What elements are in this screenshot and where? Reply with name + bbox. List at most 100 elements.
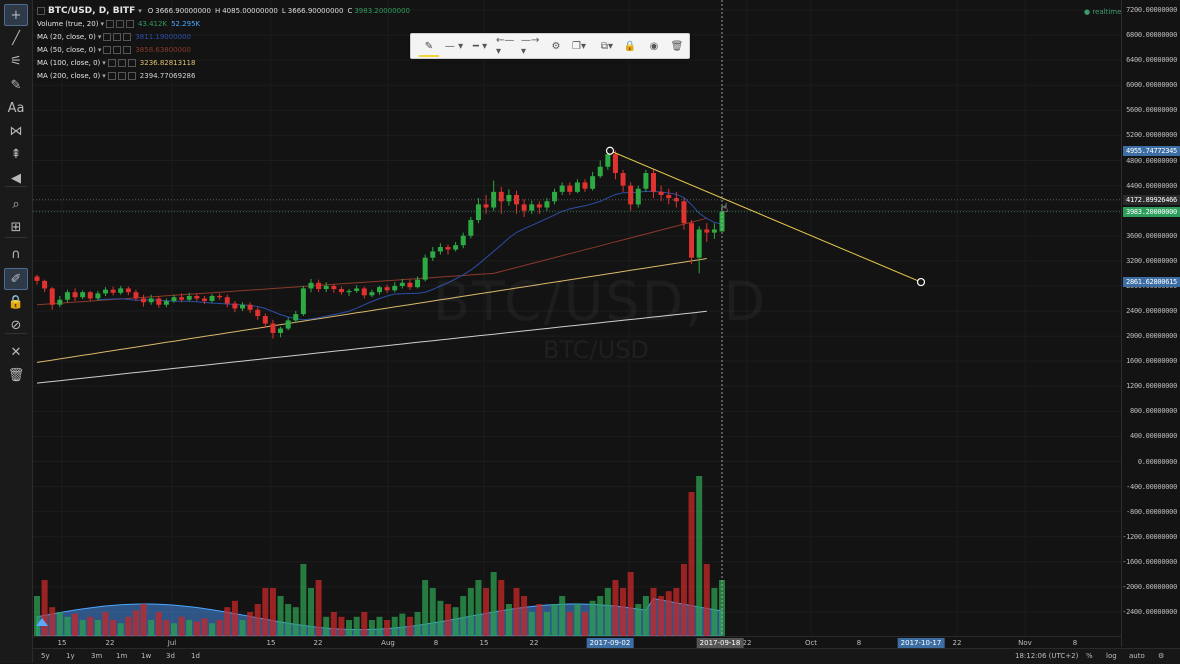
candle-body (430, 251, 436, 258)
sidebar-divider (5, 333, 27, 334)
crosshair-icon[interactable]: + (4, 4, 28, 26)
remove-icon[interactable] (123, 33, 132, 41)
settings-icon[interactable] (113, 33, 122, 41)
prediction-icon[interactable]: ⇞ (10, 146, 22, 162)
legend-indicator-row[interactable]: MA (50, close, 0) ▾ 3858.63800000 (37, 44, 191, 56)
visibility-toggle-icon[interactable] (103, 46, 112, 54)
candle-body (49, 288, 55, 305)
brush-icon[interactable]: ✎ (10, 77, 22, 93)
volume-bar (543, 612, 550, 636)
time-axis[interactable]: 1522Jul1522Aug815228122Oct822Nov82017-09… (33, 636, 1121, 649)
settings-icon[interactable] (117, 72, 126, 80)
left-end-icon[interactable]: ←— ▾ (496, 35, 515, 57)
legend-indicator-row[interactable]: Volume (true, 20) ▾ 43.412K 52.295K (37, 18, 200, 30)
candle-body (483, 204, 489, 208)
price-tick: 4800.00000000 (1126, 156, 1177, 165)
timeframe-button[interactable]: 3d (166, 652, 175, 660)
time-tick: 8 (433, 639, 439, 647)
volume-bar (300, 564, 307, 636)
hide-icon[interactable]: ⊘ (10, 317, 22, 333)
chevron-down-icon[interactable]: ▾ (138, 7, 142, 15)
timeframe-button[interactable]: 1d (191, 652, 200, 660)
settings-icon[interactable] (115, 20, 124, 28)
indicator-value: 3236.82813118 (139, 59, 196, 67)
candle-body (612, 154, 618, 174)
visibility-toggle-icon[interactable] (107, 72, 116, 80)
candle-body (156, 298, 162, 305)
timeframe-button[interactable]: 1w (141, 652, 152, 660)
volume-bar (604, 588, 611, 636)
price-axis[interactable]: 7200.00000000 6800.00000000 6400.00000000 6… (1121, 0, 1180, 647)
visibility-toggle-icon[interactable] (105, 20, 114, 28)
volume-ma-area (36, 598, 723, 637)
collapse-legend-icon[interactable] (37, 7, 45, 15)
chart-settings-icon[interactable]: ⚙ (1158, 652, 1165, 660)
trend-line-icon[interactable]: ╱ (12, 30, 20, 46)
settings-icon[interactable]: ⚙ (551, 40, 561, 52)
timeframe-button[interactable]: 1y (66, 652, 75, 660)
candle-body (209, 295, 215, 301)
volume-bar (247, 612, 254, 636)
volume-bar (475, 580, 482, 636)
lock-icon[interactable]: 🔒 (7, 294, 25, 310)
candle-body (552, 191, 558, 202)
chevron-down-icon[interactable]: ▾ (100, 20, 104, 28)
timeframe-button[interactable]: 1m (116, 652, 128, 660)
price-tick: 800.00000000 (1130, 407, 1177, 416)
zoom-icon[interactable]: ⌕ (12, 196, 20, 212)
bottom-bar: 5y 1y 3m 1m 1w 3d 1d 18:12:06 (UTC+2) % log auto… (33, 648, 1180, 664)
ohlc-open-label: O (147, 7, 154, 15)
measure-icon[interactable]: ⊞ (10, 219, 22, 235)
chart-canvas[interactable]: ☝ (33, 0, 1121, 647)
chevron-down-icon[interactable]: ▾ (97, 46, 102, 54)
stay-drawing-icon[interactable]: ✐ (4, 268, 28, 290)
indicator-name: MA (200, close, 0) (37, 72, 101, 80)
magnet-icon[interactable]: ∩ (11, 246, 21, 262)
candle-body (643, 173, 649, 189)
candle-body (300, 288, 306, 315)
scale-option-auto[interactable]: auto (1129, 652, 1145, 660)
pattern-icon[interactable]: ⋈ (9, 123, 23, 139)
timeframe-button[interactable]: 5y (41, 652, 50, 660)
candle-body (346, 290, 352, 293)
line-style-icon[interactable]: — ▾ (444, 40, 464, 52)
text-icon[interactable]: Aa (7, 100, 25, 116)
color-picker-icon[interactable]: ✎ (419, 37, 439, 57)
fib-icon[interactable]: ⚟ (10, 53, 22, 69)
visibility-toggle-icon[interactable] (103, 33, 112, 41)
chevron-down-icon[interactable]: ▾ (102, 59, 106, 67)
remove-tools-icon[interactable]: ✕ (10, 344, 22, 360)
chevron-down-icon[interactable]: ▾ (97, 33, 102, 41)
volume-bar (483, 588, 490, 636)
visibility-toggle-icon[interactable] (107, 59, 116, 67)
legend-indicator-row[interactable]: MA (200, close, 0) ▾ 2394.77069286 (37, 70, 195, 82)
scale-option-percent[interactable]: % (1086, 652, 1093, 660)
visibility-icon[interactable]: ◉ (649, 40, 659, 52)
delete-drawing-icon[interactable]: 🗑 (670, 40, 684, 52)
legend-indicator-row[interactable]: MA (100, close, 0) ▾ 3236.82813118 (37, 57, 195, 69)
trash-icon[interactable]: 🗑 (7, 367, 25, 383)
remove-icon[interactable] (123, 46, 132, 54)
remove-icon[interactable] (125, 20, 134, 28)
chevron-down-icon[interactable]: ▾ (102, 72, 106, 80)
chart-area[interactable]: ☝ BTC/USD, D BTC/USD (33, 0, 1121, 647)
scale-option-log[interactable]: log (1106, 652, 1117, 660)
right-end-icon[interactable]: —→ ▾ (521, 35, 540, 57)
remove-icon[interactable] (127, 59, 136, 67)
copy-icon[interactable]: ⧉▾ (600, 40, 614, 52)
remove-icon[interactable] (127, 72, 136, 80)
line-width-icon[interactable]: ━ ▾ (472, 40, 488, 52)
legend-indicator-row[interactable]: MA (20, close, 0) ▾ 3811.19000000 (37, 31, 191, 43)
lock-drawing-icon[interactable]: 🔒 (623, 40, 637, 52)
sidebar-divider (5, 186, 27, 187)
volume-bar (429, 588, 436, 636)
settings-icon[interactable] (117, 59, 126, 67)
legend-symbol-row: BTC/USD, D, BITF ▾ O 3666.90000000 H 408… (37, 5, 410, 17)
timeframe-button[interactable]: 3m (91, 652, 103, 660)
volume-bar (627, 572, 634, 636)
volume-bar (673, 588, 680, 636)
settings-icon[interactable] (113, 46, 122, 54)
clone-icon[interactable]: ❐▾ (572, 40, 586, 52)
volume-bar (163, 620, 170, 636)
back-arrow-icon[interactable]: ◀ (11, 170, 21, 186)
